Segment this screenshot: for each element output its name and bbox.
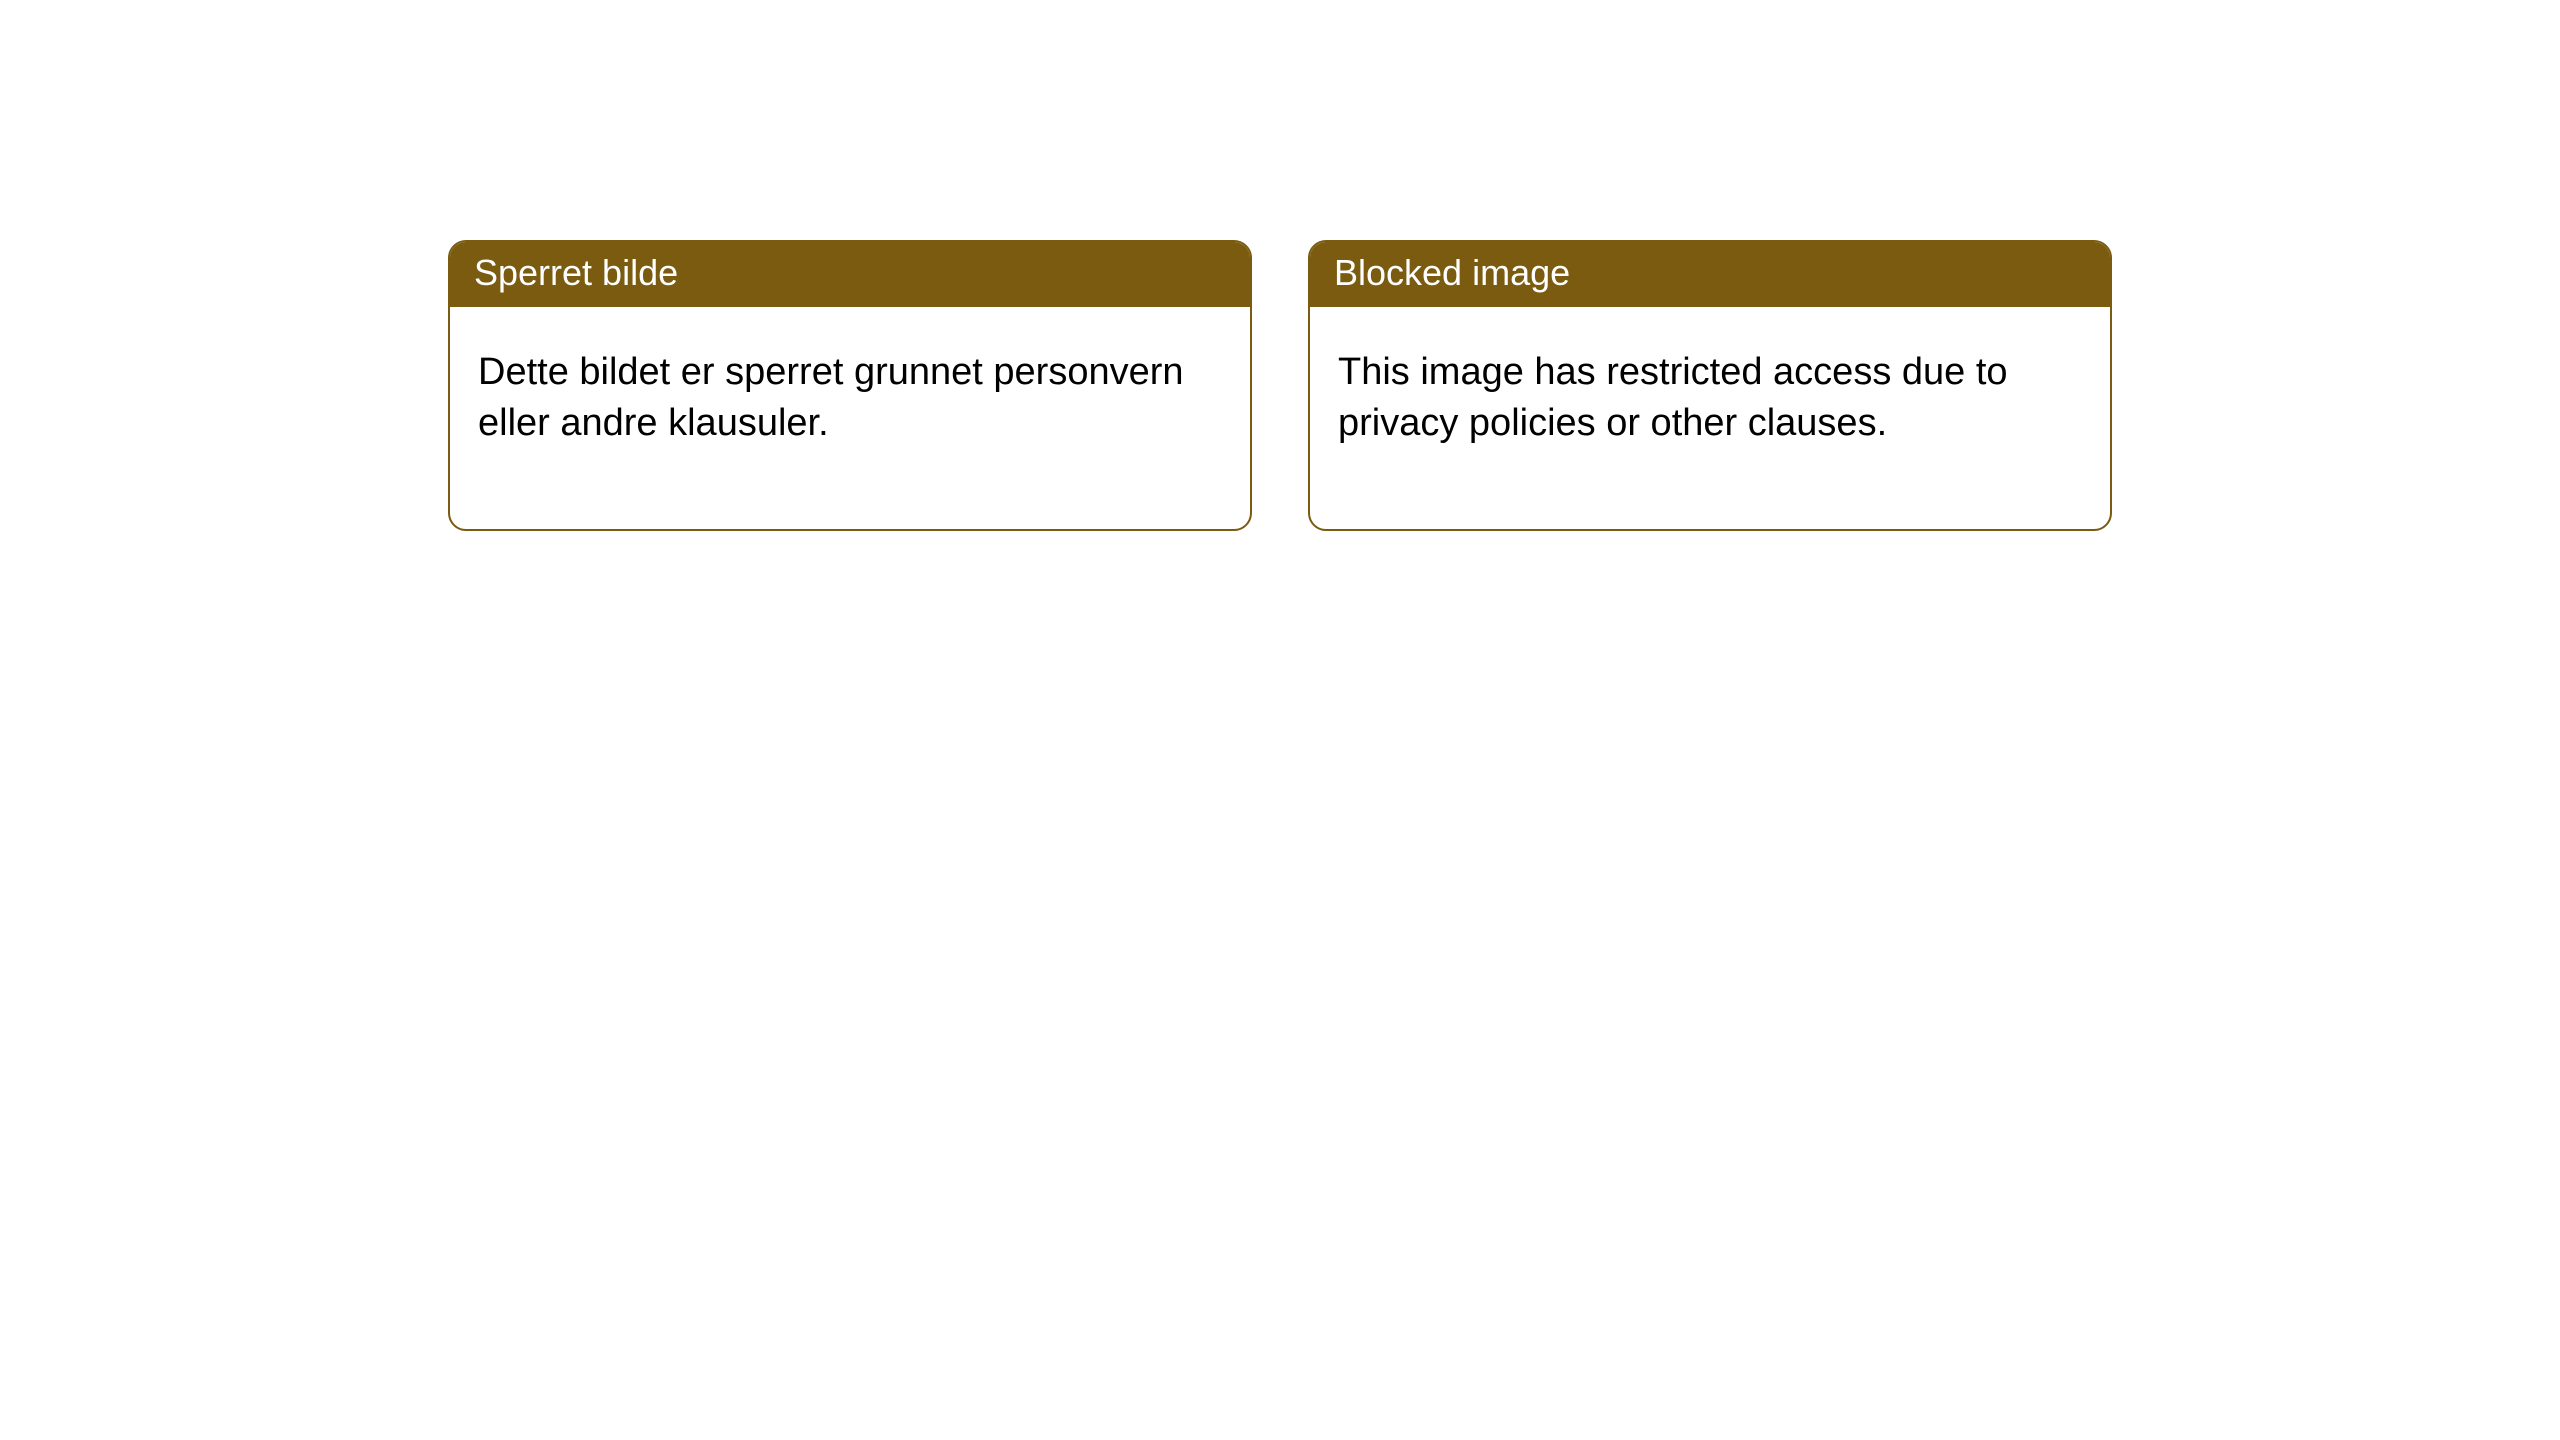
notice-box-english: Blocked image This image has restricted …	[1308, 240, 2112, 531]
notice-body: Dette bildet er sperret grunnet personve…	[450, 307, 1250, 530]
notice-container: Sperret bilde Dette bildet er sperret gr…	[0, 0, 2560, 531]
notice-title: Blocked image	[1310, 242, 2110, 307]
notice-title: Sperret bilde	[450, 242, 1250, 307]
notice-box-norwegian: Sperret bilde Dette bildet er sperret gr…	[448, 240, 1252, 531]
notice-body: This image has restricted access due to …	[1310, 307, 2110, 530]
